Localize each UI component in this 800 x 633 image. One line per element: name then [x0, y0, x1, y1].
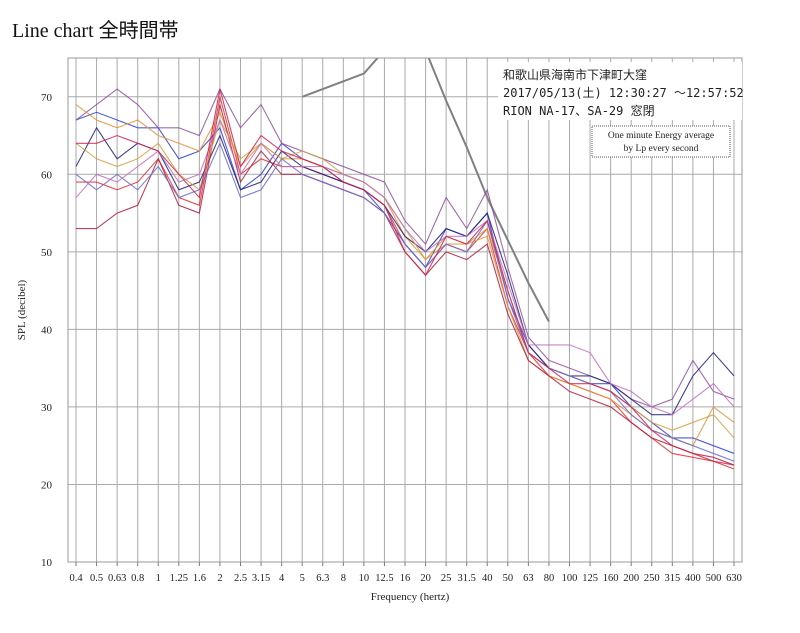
x-tick-label: 40 [482, 573, 493, 584]
series-group [75, 58, 735, 470]
annotation-device: RION NA-17、SA-29 窓閉 [503, 103, 655, 118]
x-tick-label: 4 [279, 573, 285, 584]
x-tick-label: 1 [156, 573, 161, 584]
y-tick-label: 50 [41, 247, 53, 259]
series-line-10 [76, 88, 735, 466]
x-tick-label: 160 [603, 573, 619, 584]
x-tick-label: 10 [359, 573, 370, 584]
y-tick-label: 30 [41, 402, 53, 414]
x-tick-label: 20 [420, 573, 431, 584]
x-tick-label: 400 [685, 573, 701, 584]
x-tick-label: 0.63 [108, 573, 126, 584]
x-tick-label: 100 [562, 573, 578, 584]
x-tick-label: 25 [441, 573, 452, 584]
x-tick-labels: 0.4 0.5 0.63 0.8 1 1.25 1.6 2 2.5 3.15 4 5 6.3 8 10 12.… [69, 573, 741, 584]
y-tick-label: 10 [41, 557, 53, 569]
x-tick-label: 250 [644, 573, 660, 584]
annotation-bg [498, 62, 742, 120]
x-tick-label: 5 [300, 573, 305, 584]
x-tick-label: 63 [523, 573, 534, 584]
x-tick-label: 12.5 [375, 573, 393, 584]
y-tick-label: 40 [41, 324, 53, 336]
x-tick-label: 500 [706, 573, 722, 584]
x-tick-label: 0.5 [90, 573, 103, 584]
note-line-2: by Lp every second [624, 144, 699, 154]
x-tick-label: 200 [623, 573, 639, 584]
annotation-datetime: 2017/05/13(土) 12:30:27 ～12:57:52 [503, 86, 744, 100]
x-tick-label: 315 [664, 573, 680, 584]
x-tick-label: 0.4 [69, 573, 83, 584]
x-tick-label: 125 [582, 573, 598, 584]
x-tick-label: 16 [400, 573, 411, 584]
x-tick-label: 1.6 [193, 573, 206, 584]
x-tick-label: 8 [341, 573, 346, 584]
x-tick-label: 2.5 [234, 573, 247, 584]
annotation-location: 和歌山県海南市下津町大窪 [503, 67, 647, 82]
x-tick-label: 0.8 [131, 573, 144, 584]
x-axis-label: Frequency (hertz) [371, 591, 450, 603]
series-line-5 [75, 126, 735, 416]
y-tick-label: 20 [41, 479, 53, 491]
reference-line [301, 58, 550, 323]
x-tick-label: 2 [217, 573, 222, 584]
x-tick-label: 3.15 [252, 573, 270, 584]
series-line-9 [75, 118, 735, 416]
plot-border [67, 57, 743, 563]
y-axis-label: SPL (decibel) [16, 279, 28, 340]
x-tick-label: 80 [544, 573, 555, 584]
x-tick-label: 6.3 [316, 573, 329, 584]
x-tick-label: 1.25 [170, 573, 188, 584]
x-tick-label: 31.5 [458, 573, 476, 584]
note-line-1: One minute Energy average [608, 131, 714, 141]
x-tick-label: 50 [503, 573, 514, 584]
x-tick-label: 630 [726, 573, 742, 584]
y-tick-labels: 10 20 30 40 50 60 70 [41, 92, 53, 569]
page-title: Line chart 全時間帯 [12, 20, 179, 42]
series-line-8 [75, 141, 735, 462]
y-tick-label: 60 [41, 169, 53, 181]
note-box [591, 125, 731, 158]
y-tick-label: 70 [41, 92, 53, 104]
